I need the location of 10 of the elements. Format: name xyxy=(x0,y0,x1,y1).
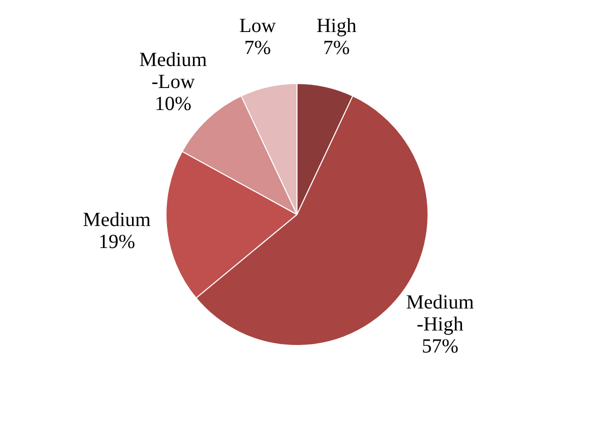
data-label: 57% xyxy=(422,336,458,358)
slice-label: Medium-Low xyxy=(139,48,208,93)
data-label: 7% xyxy=(244,37,271,60)
data-label: 7% xyxy=(323,37,350,60)
slice-label: Low xyxy=(239,15,276,38)
slice-label: Medium-High xyxy=(406,292,474,336)
data-label: 10% xyxy=(154,92,192,115)
slice-label: Medium xyxy=(82,208,152,231)
data-label: 19% xyxy=(98,230,136,253)
slice-label: High xyxy=(316,15,356,38)
